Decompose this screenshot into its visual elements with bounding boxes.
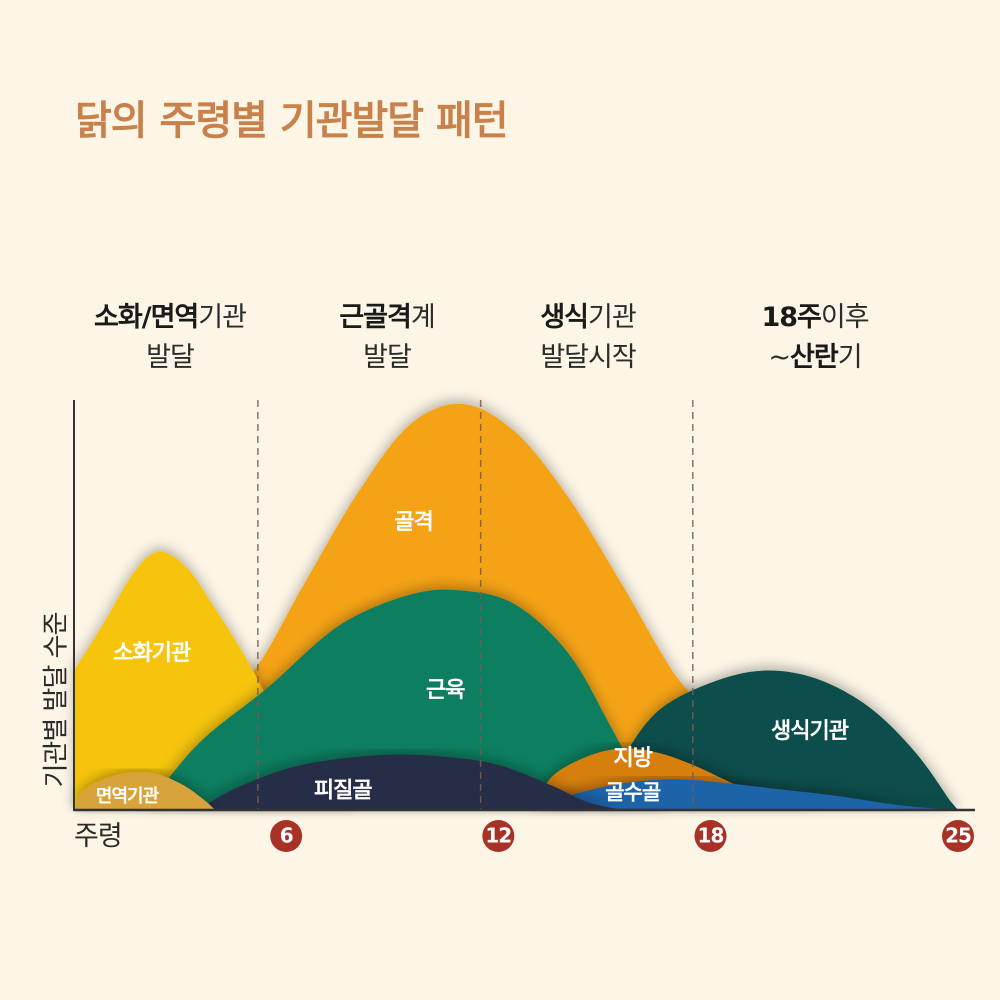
x-tick-label-2: 12 <box>485 824 511 848</box>
stage-2-line2: 발달 <box>363 342 412 373</box>
x-tick-marker-2 <box>482 820 515 852</box>
stage-4-line2-bold: 산란 <box>790 342 839 373</box>
stage-3-bold: 생식 <box>540 302 589 333</box>
stage-4-line2-rest: 기 <box>837 342 863 373</box>
x-tick-marker-3 <box>694 820 727 852</box>
area-label-2: 소화기관 <box>113 641 191 666</box>
area-label-4: 생식기관 <box>771 719 849 744</box>
area-label-1: 골격 <box>394 510 432 535</box>
area-label-7: 피질골 <box>314 779 372 804</box>
stage-1-line2: 발달 <box>146 342 195 373</box>
stage-label-1: 소화/면역기관 발달 <box>50 298 290 378</box>
stage-2-bold: 근골격 <box>339 302 412 333</box>
area-label-5: 지방 <box>613 746 652 771</box>
stage-1-bold: 소화/면역 <box>94 302 199 333</box>
x-tick-label-4: 25 <box>945 824 971 848</box>
stage-4-rest: 이후 <box>820 302 870 333</box>
area-label-6: 골수골 <box>605 781 661 805</box>
x-axis-label: 주령 <box>74 821 123 852</box>
stage-3-rest: 기관 <box>588 302 637 333</box>
x-tick-label-3: 18 <box>698 824 724 848</box>
area-label-3: 근육 <box>426 678 465 703</box>
x-tick-marker-4 <box>942 820 974 852</box>
area-6 <box>533 779 958 810</box>
area-3 <box>144 589 668 810</box>
x-tick-marker-1 <box>270 820 303 852</box>
stage-3-line2: 발달시작 <box>540 342 636 373</box>
area-label-8: 면역기관 <box>96 786 160 807</box>
stage-2-rest: 계 <box>410 302 436 333</box>
stage-label-4: 18주이후 ~산란기 <box>695 298 935 378</box>
area-7 <box>197 754 623 810</box>
y-axis-label: 기관별 발달 수준 <box>41 612 72 788</box>
stage-label-2: 근골격계 발달 <box>267 298 507 378</box>
stage-label-3: 생식기관 발달시작 <box>468 298 708 378</box>
page-title: 닭의 주령별 기관발달 패턴 <box>75 98 509 144</box>
stage-1-rest: 기관 <box>198 302 247 333</box>
area-8 <box>74 772 216 810</box>
x-tick-label-1: 6 <box>280 824 293 848</box>
stage-4-prefix: ~ <box>768 342 791 373</box>
stage-4-bold: 18주 <box>761 302 821 333</box>
